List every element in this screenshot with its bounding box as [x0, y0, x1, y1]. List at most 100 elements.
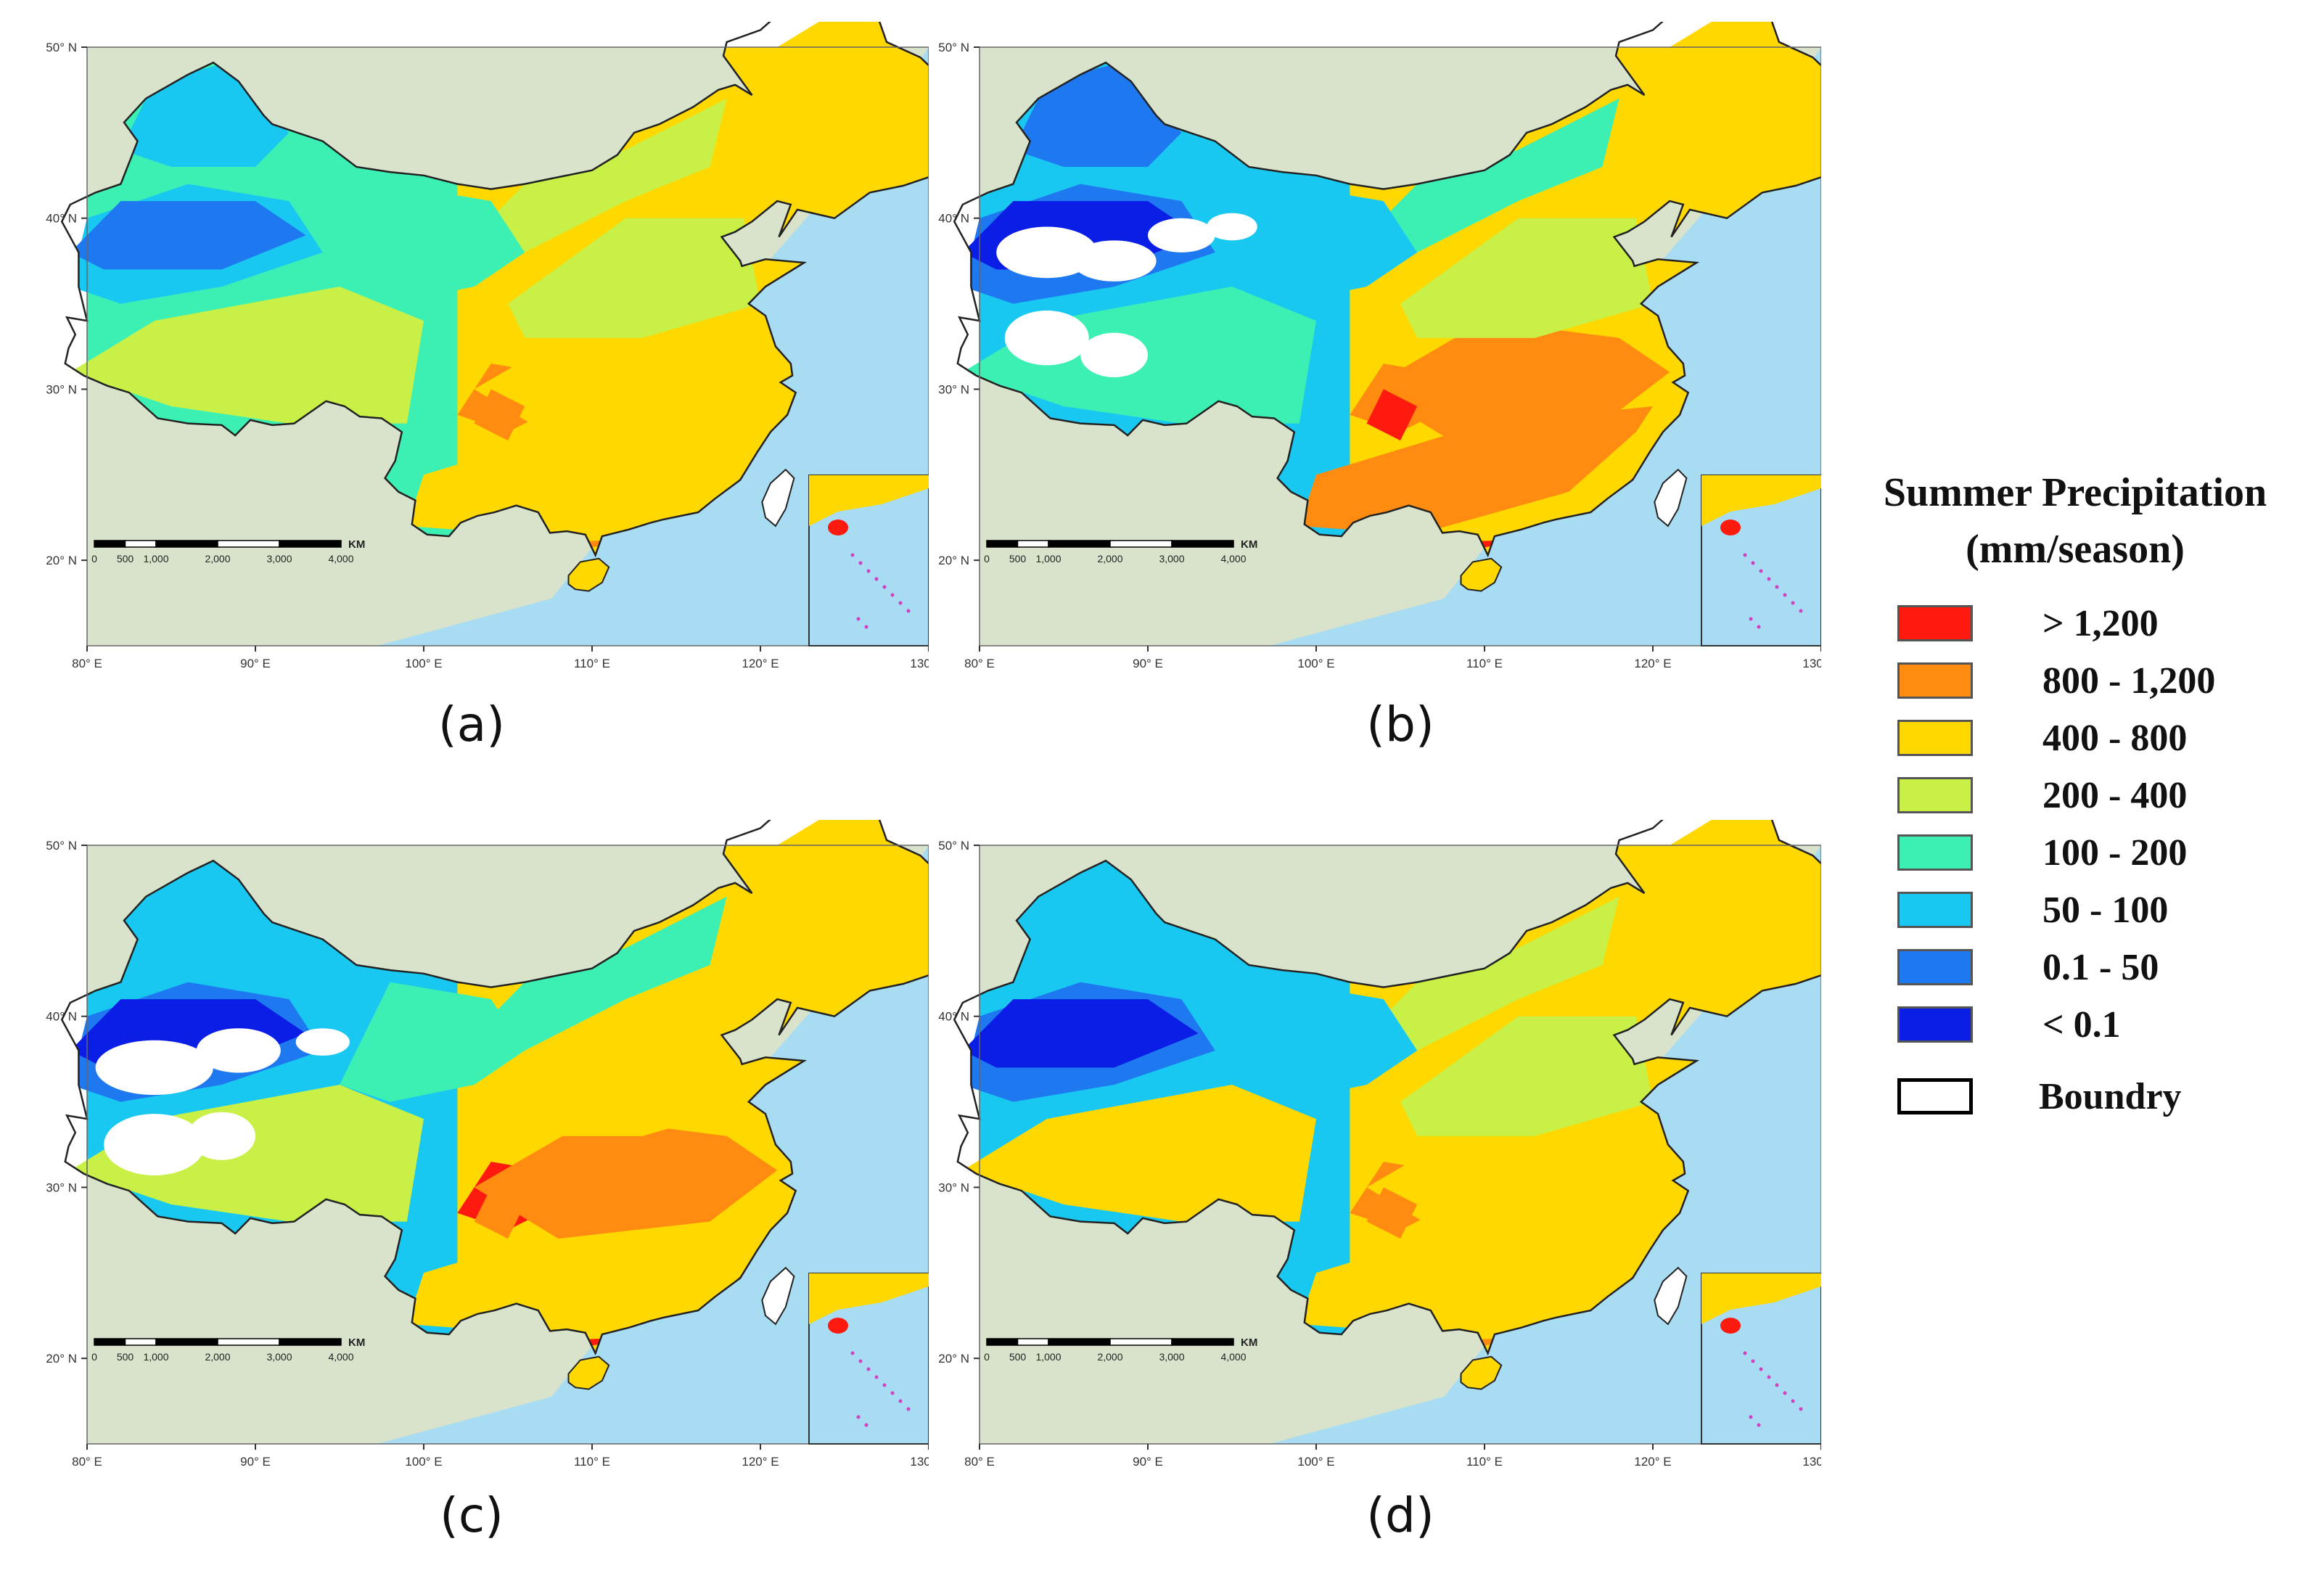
- precip-zone: [1635, 820, 1821, 1017]
- inset-island: [850, 553, 855, 557]
- map-frame: [979, 845, 1821, 1445]
- precip-zone: [120, 64, 290, 167]
- no-data-area: [188, 1112, 255, 1160]
- hainan-boundary: [1460, 557, 1503, 592]
- legend-swatch: [1897, 777, 1973, 813]
- legend-title-line2: (mm/season): [1966, 527, 2185, 572]
- hainan-boundary: [567, 1355, 610, 1390]
- lon-tick-label: 130° E: [910, 657, 929, 670]
- precip-zone: [1299, 406, 1653, 535]
- inset-island: [1767, 1375, 1771, 1379]
- inset-island: [1799, 609, 1803, 613]
- lat-tick-label: 20° N: [938, 1352, 969, 1366]
- lon-tick-label: 120° E: [1634, 657, 1671, 670]
- inset-island: [898, 1399, 903, 1403]
- precip-zone: [1013, 862, 1182, 965]
- precip-zone: [474, 98, 727, 252]
- no-data-area: [1080, 332, 1148, 377]
- lon-tick-label: 110° E: [1466, 1455, 1503, 1469]
- scale-bar-segment: [124, 540, 157, 548]
- scale-bar-segment: [1109, 540, 1173, 548]
- lon-tick-label: 120° E: [742, 1455, 779, 1469]
- legend-swatch: [1897, 949, 1973, 985]
- scale-bar-tick: 1,000: [1035, 1351, 1061, 1363]
- hainan-boundary: [567, 557, 610, 592]
- panel-label-d: (d): [1366, 1487, 1434, 1543]
- inset-island: [882, 585, 887, 589]
- lon-tick-label: 90° E: [240, 657, 271, 670]
- inset-island: [898, 601, 903, 605]
- precip-zone: [1400, 218, 1653, 338]
- map-frame: [86, 46, 929, 646]
- inset-island: [1751, 1359, 1755, 1363]
- no-data-area: [104, 1114, 205, 1175]
- scale-bar-segment: [1048, 1338, 1111, 1346]
- scale-bar-tick: 1,000: [143, 1351, 168, 1363]
- precip-zone: [962, 1085, 1316, 1222]
- legend-item: 800 - 1,200: [1897, 660, 2304, 703]
- precip-zone: [962, 999, 1199, 1068]
- hainan-boundary: [1460, 1355, 1503, 1390]
- inset-island: [890, 593, 895, 597]
- inset-island: [1749, 617, 1753, 621]
- map-panel-b: 20° N 30° N 40° N 50° N 80° E 90° E 100° E 110°…: [921, 22, 1894, 791]
- scale-bar-tick: 500: [1009, 1351, 1027, 1363]
- inset-island: [1783, 593, 1787, 597]
- scale-bar-tick: 2,000: [1097, 553, 1122, 564]
- no-data-area: [996, 226, 1098, 279]
- inset-island: [858, 1359, 863, 1363]
- precip-zone: [1232, 982, 1418, 1102]
- lat-tick-label: 20° N: [46, 554, 77, 567]
- inset-land: [809, 475, 929, 526]
- legend-label: 100 - 200: [2042, 832, 2188, 874]
- inset-island: [856, 1415, 861, 1419]
- lon-tick-label: 110° E: [574, 657, 610, 670]
- scale-bar-segment: [1171, 1338, 1234, 1346]
- lat-tick-label: 40° N: [938, 212, 969, 226]
- scale-bar-segment: [1171, 540, 1234, 548]
- inset-hainan: [828, 1318, 848, 1334]
- precip-zone: [340, 184, 525, 304]
- lat-tick-label: 40° N: [46, 1010, 77, 1024]
- legend-item: 100 - 200: [1897, 832, 2304, 875]
- lat-tick-label: 20° N: [46, 1352, 77, 1366]
- taiwan-boundary: [761, 468, 795, 527]
- scale-bar-tick: 1,000: [1035, 553, 1061, 564]
- lat-tick-label: 50° N: [938, 839, 969, 853]
- legend-item-boundary: Boundry: [1897, 1075, 2304, 1119]
- legend-item: 400 - 800: [1897, 717, 2304, 760]
- inset-island: [882, 1383, 887, 1387]
- scale-bar-segment: [1017, 1338, 1049, 1346]
- legend-swatch: [1897, 834, 1973, 871]
- legend: Summer Precipitation (mm/season) > 1,200…: [1828, 464, 2322, 1129]
- scale-bar-segment: [155, 540, 218, 548]
- scale-bar-tick: 4,000: [328, 1351, 353, 1363]
- lon-tick-label: 80° E: [72, 1455, 102, 1469]
- map-a: 20° N 30° N 40° N 50° N 80° E 90° E 100° E 110°…: [46, 22, 929, 670]
- lon-tick-label: 130° E: [1802, 1455, 1821, 1469]
- panel-label-a: (a): [438, 697, 505, 752]
- scale-bar-segment: [986, 1338, 1019, 1346]
- scale-bar-tick: 3,000: [266, 1351, 292, 1363]
- scale-bar-tick: 3,000: [1159, 1351, 1184, 1363]
- lat-tick-label: 20° N: [938, 554, 969, 567]
- scale-bar-tick: 2,000: [1097, 1351, 1122, 1363]
- panel-label-b: (b): [1366, 697, 1434, 752]
- no-data-area: [1072, 240, 1157, 282]
- legend-label-boundary: Boundry: [2039, 1076, 2182, 1117]
- lon-tick-label: 100° E: [1297, 1455, 1334, 1469]
- legend-label: 0.1 - 50: [2042, 947, 2159, 988]
- scale-bar-segment: [986, 540, 1019, 548]
- precip-zone: [70, 287, 424, 424]
- scale-bar-segment: [279, 540, 342, 548]
- lon-tick-label: 90° E: [1133, 657, 1163, 670]
- lon-tick-label: 80° E: [72, 657, 102, 670]
- taiwan-boundary: [761, 1266, 795, 1326]
- precip-zone: [508, 218, 760, 338]
- inset-island: [1799, 1407, 1803, 1411]
- lon-tick-label: 120° E: [1634, 1455, 1671, 1469]
- inset-island: [1751, 561, 1755, 565]
- scale-bar-unit: KM: [1241, 538, 1257, 551]
- scale-bar-segment: [1109, 1338, 1173, 1346]
- legend-swatch: [1897, 662, 1973, 699]
